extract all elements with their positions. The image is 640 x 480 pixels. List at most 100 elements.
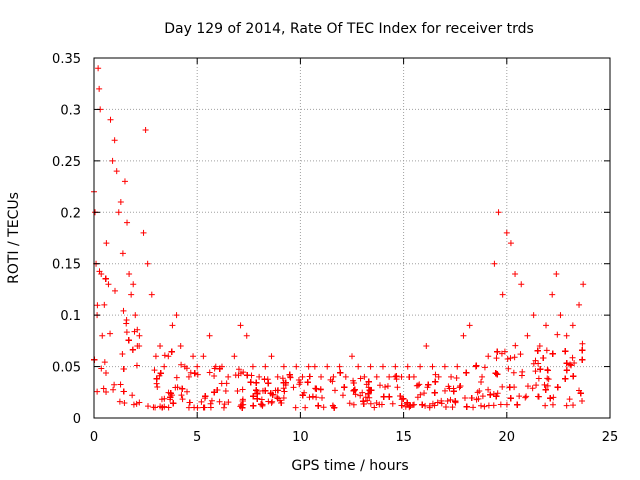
data-point (571, 359, 578, 366)
data-point (225, 399, 232, 406)
data-point (165, 404, 172, 411)
data-point (185, 404, 192, 411)
data-point (279, 375, 286, 382)
data-point (280, 385, 287, 392)
data-point (542, 402, 549, 409)
data-point (442, 387, 449, 394)
data-point (235, 366, 242, 373)
data-point (331, 387, 338, 394)
data-point (292, 404, 299, 411)
data-point (524, 383, 531, 390)
data-point (98, 365, 105, 372)
data-point (117, 381, 124, 388)
data-point (339, 392, 346, 399)
data-point (517, 351, 524, 358)
data-point (504, 356, 511, 363)
data-point (505, 365, 512, 372)
data-point (445, 383, 452, 390)
data-point (432, 371, 439, 378)
data-point (179, 396, 186, 403)
data-point (522, 394, 529, 401)
data-point (161, 352, 168, 359)
data-point (476, 388, 483, 395)
data-point (222, 387, 229, 394)
data-point (384, 383, 391, 390)
data-point (523, 393, 530, 400)
data-point (133, 400, 140, 407)
data-point (101, 359, 108, 366)
data-point (367, 400, 374, 407)
data-point (511, 354, 518, 361)
data-point (570, 402, 577, 409)
data-point (503, 401, 510, 408)
data-point (295, 376, 302, 383)
data-points (91, 65, 587, 411)
data-point (470, 404, 477, 411)
data-point (312, 385, 319, 392)
data-point (516, 393, 523, 400)
data-point (533, 382, 540, 389)
data-point (223, 380, 230, 387)
data-point (421, 390, 428, 397)
chart-title: Day 129 of 2014, Rate Of TEC Index for r… (164, 21, 534, 37)
data-point (107, 330, 114, 337)
data-point (431, 402, 438, 409)
data-point (112, 287, 118, 294)
data-point (497, 401, 504, 408)
data-point (493, 355, 500, 362)
data-point (206, 369, 213, 376)
data-point (518, 372, 525, 379)
data-point (402, 403, 409, 410)
data-point (409, 402, 416, 409)
data-point (258, 396, 265, 403)
data-point (120, 307, 127, 314)
data-point (268, 399, 275, 406)
data-point (220, 404, 227, 411)
data-point (544, 375, 551, 382)
data-point (438, 400, 445, 407)
data-point (102, 370, 109, 376)
data-point (434, 399, 441, 406)
data-point (130, 401, 137, 408)
data-point (365, 384, 372, 391)
data-point (237, 370, 244, 377)
data-point (544, 382, 551, 389)
data-point (221, 401, 228, 408)
data-point (178, 361, 185, 368)
data-point (123, 316, 130, 323)
data-point (133, 362, 140, 369)
data-point (129, 392, 136, 399)
data-point (123, 329, 130, 336)
data-point (174, 384, 181, 391)
data-point (306, 394, 313, 401)
grid-lines (94, 58, 610, 418)
data-point (362, 394, 369, 401)
data-point (481, 364, 488, 371)
data-point (479, 393, 486, 400)
data-point (566, 396, 573, 403)
data-point (415, 382, 422, 389)
data-point (447, 396, 454, 403)
data-point (554, 331, 561, 338)
data-point (416, 381, 423, 388)
data-point (208, 397, 215, 404)
data-point (550, 394, 557, 401)
data-point (259, 402, 266, 409)
data-point (320, 404, 327, 411)
data-point (512, 342, 519, 349)
data-point (111, 381, 118, 388)
data-point (136, 399, 143, 406)
data-point (394, 384, 401, 391)
data-point (456, 384, 463, 391)
data-point (426, 404, 433, 411)
data-point (532, 368, 539, 375)
data-point (475, 395, 482, 402)
data-point (119, 351, 126, 358)
data-point (373, 399, 380, 406)
data-point (184, 388, 191, 395)
data-point (535, 360, 542, 367)
data-point (414, 394, 421, 401)
data-point (280, 394, 287, 401)
data-point (116, 398, 123, 405)
data-point (234, 388, 241, 395)
